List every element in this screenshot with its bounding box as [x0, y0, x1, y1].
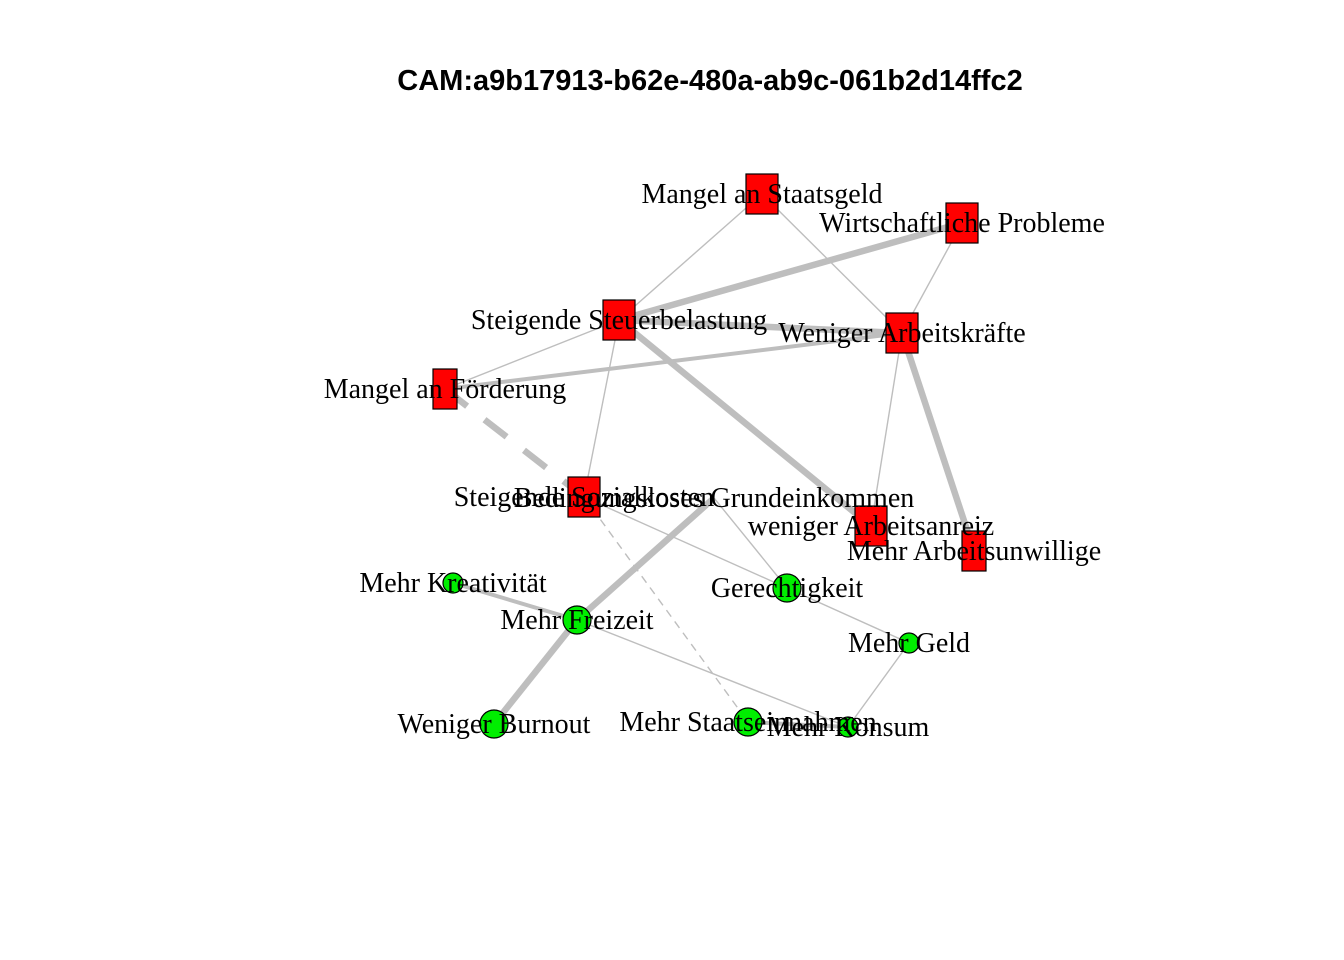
- node-negative-n5: [432, 368, 458, 410]
- edge-n1-n3: [618, 193, 763, 321]
- edge-n13-n16: [847, 642, 910, 728]
- edge-n7-n12: [574, 495, 717, 623]
- node-negative-n8: [854, 505, 888, 547]
- edge-n7-n11: [713, 497, 788, 589]
- node-negative-n4: [885, 312, 919, 354]
- edge-n6-n11: [583, 496, 788, 589]
- edge-n15-n16: [747, 720, 849, 729]
- node-negative-n2: [945, 202, 979, 244]
- node-positive-n16: [837, 716, 859, 738]
- edge-n2-n3: [618, 219, 963, 324]
- node-label-n3: Steigende Steuerbelastung: [471, 305, 767, 336]
- edge-n3-n4: [618, 316, 903, 337]
- node-label-n9: Mehr Arbeitsunwillige: [847, 536, 1101, 567]
- edge-n4-n9: [898, 331, 978, 553]
- node-label-n6: Steigende Sozialkosten: [454, 482, 715, 513]
- node-label-n5: Mangel an Förderung: [324, 374, 567, 405]
- edge-n4-n5: [444, 331, 903, 391]
- node-positive-n13: [898, 632, 920, 654]
- node-positive-n15: [733, 707, 763, 737]
- edge-n3-n6: [583, 319, 620, 498]
- node-label-n7: Bedingungsloses Grundeinkommen: [514, 483, 915, 514]
- node-positive-n11: [772, 573, 802, 603]
- node-negative-n1: [745, 173, 779, 215]
- edge-n1-n4: [761, 193, 903, 334]
- node-label-n16: Mehr Konsum: [767, 712, 930, 743]
- edge-n10-n12: [452, 581, 578, 622]
- edge-n11-n13: [786, 587, 910, 644]
- node-label-n1: Mangel an Staatsgeld: [641, 179, 882, 210]
- node-negative-n3: [602, 299, 636, 341]
- nodes-layer: [432, 173, 987, 739]
- edges-layer: [443, 193, 978, 729]
- node-negative-n6: [567, 476, 601, 518]
- node-label-n10: Mehr Kreativität: [359, 568, 547, 599]
- node-label-n2: Wirtschaftliche Probleme: [819, 208, 1105, 239]
- node-positive-n10: [442, 572, 464, 594]
- edge-n3-n8: [616, 317, 874, 529]
- node-positive-n12: [562, 605, 592, 635]
- node-label-n14: Weniger Burnout: [398, 709, 591, 740]
- node-label-n8: weniger Arbeitsanreiz: [748, 511, 994, 542]
- edge-n12-n16: [576, 619, 849, 728]
- node-label-n13: Mehr Geld: [848, 628, 970, 659]
- node-label-n12: Mehr Freizeit: [500, 605, 653, 636]
- node-label-n15: Mehr Staatseinnahmen: [619, 707, 876, 738]
- node-positive-n14: [479, 709, 509, 739]
- edge-n6-n15: [583, 496, 749, 723]
- edge-n4-n8: [870, 332, 903, 527]
- node-label-n4: Weniger Arbeitskräfte: [778, 318, 1025, 349]
- node-negative-n9: [961, 530, 987, 572]
- edge-n12-n14: [491, 617, 580, 727]
- graph-title: CAM:a9b17913-b62e-480a-ab9c-061b2d14ffc2: [397, 65, 1022, 97]
- edge-n3-n5: [444, 319, 620, 390]
- node-label-n11: Gerechtigkeit: [711, 573, 864, 604]
